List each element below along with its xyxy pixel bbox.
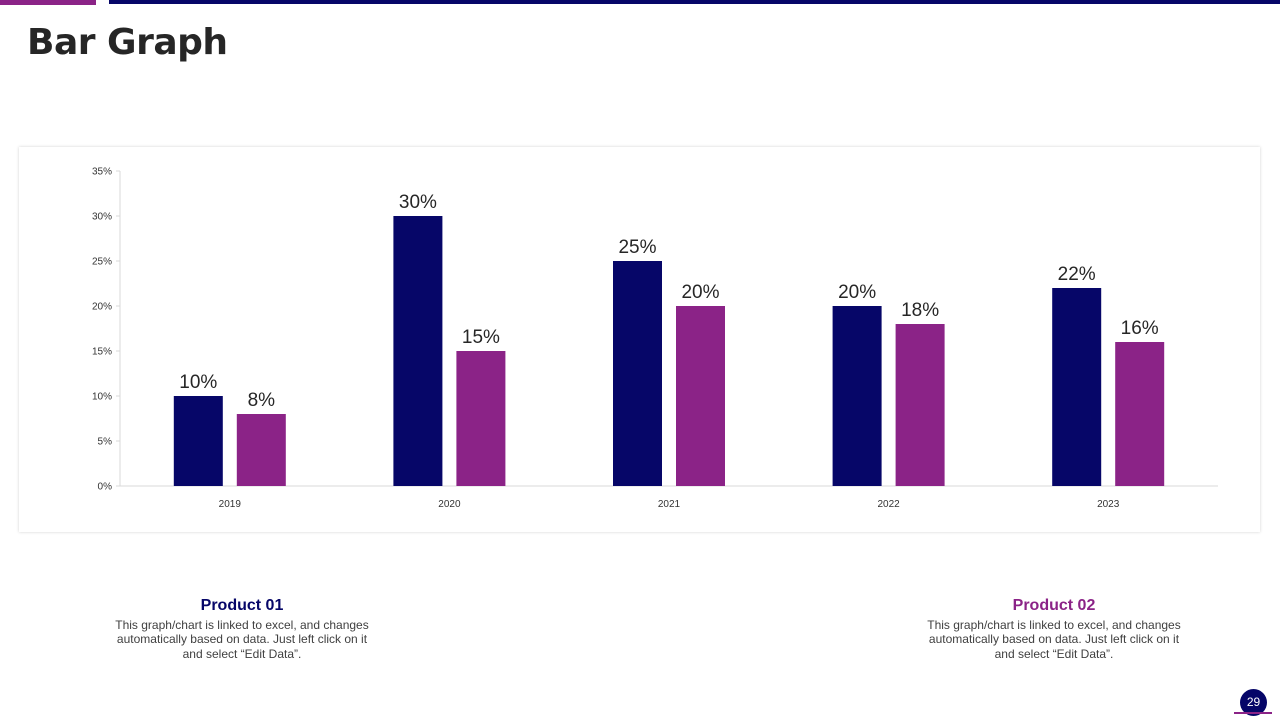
bar-product-01 — [393, 216, 443, 486]
bar-product-01 — [173, 396, 223, 486]
top-accent-bar-purple — [0, 0, 96, 5]
y-tick-label: 0% — [98, 482, 113, 493]
y-tick-label: 5% — [98, 437, 113, 448]
data-label: 30% — [399, 192, 437, 213]
x-tick-label: 2019 — [219, 499, 242, 510]
data-label: 20% — [838, 282, 876, 303]
product-02-block: Product 02 This graph/chart is linked to… — [919, 597, 1189, 661]
x-tick-label: 2022 — [877, 499, 900, 510]
bar-product-02 — [895, 324, 945, 486]
bar-product-02 — [676, 306, 725, 486]
data-label: 18% — [901, 300, 939, 321]
x-tick-label: 2020 — [438, 499, 461, 510]
product-01-title: Product 01 — [200, 597, 284, 614]
product-02-title: Product 02 — [1012, 597, 1096, 614]
y-tick-label: 15% — [92, 347, 112, 358]
data-label: 20% — [681, 282, 719, 303]
slide-title: Bar Graph — [27, 22, 228, 63]
y-tick-label: 35% — [92, 167, 112, 178]
data-label: 16% — [1121, 318, 1159, 339]
data-label: 22% — [1058, 264, 1096, 285]
page-number-badge: 29 — [1240, 689, 1267, 716]
bar-product-01 — [1052, 288, 1102, 486]
bar-product-02 — [236, 414, 286, 486]
bar-chart: 0% 5% 10% 15% 20% 25% 30% 35% 2019 10% 8% 2020 30% 15… — [92, 167, 1218, 510]
page-number-underline — [1234, 712, 1272, 714]
y-tick-label: 30% — [92, 212, 112, 223]
data-label: 8% — [248, 390, 276, 411]
top-accent-bar-navy — [109, 0, 1280, 4]
product-01-block: Product 01 This graph/chart is linked to… — [107, 597, 377, 661]
data-label: 10% — [179, 372, 217, 393]
product-01-description: This graph/chart is linked to excel, and… — [115, 618, 369, 661]
bar-product-01 — [832, 306, 882, 486]
data-label: 25% — [618, 237, 656, 258]
y-tick-label: 25% — [92, 257, 112, 268]
bar-product-02 — [1115, 342, 1165, 486]
chart-container: 0% 5% 10% 15% 20% 25% 30% 35% 2019 10% 8% 2020 30% 15… — [19, 147, 1260, 532]
x-tick-label: 2021 — [658, 499, 681, 510]
y-tick-label: 10% — [92, 392, 112, 403]
y-tick-label: 20% — [92, 302, 112, 313]
data-label: 15% — [462, 327, 500, 348]
product-02-description: This graph/chart is linked to excel, and… — [927, 618, 1181, 661]
x-tick-label: 2023 — [1097, 499, 1120, 510]
bar-product-01 — [613, 261, 662, 486]
bar-product-02 — [456, 351, 506, 486]
